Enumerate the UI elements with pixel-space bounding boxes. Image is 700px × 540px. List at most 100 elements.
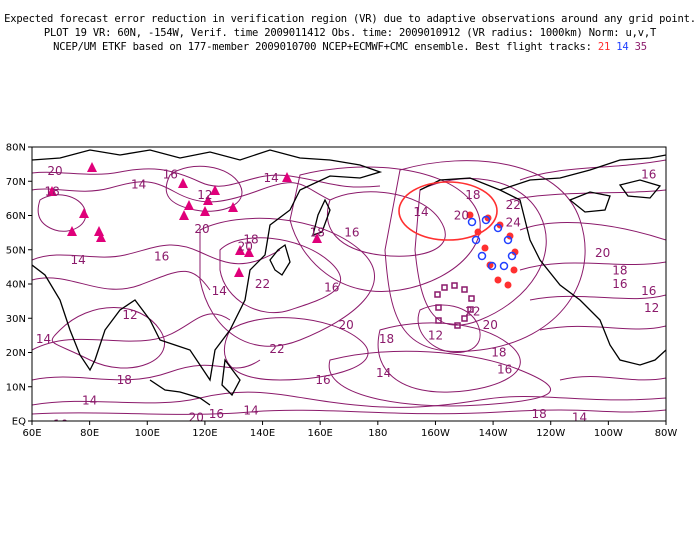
- contour-line: [32, 391, 666, 408]
- contour-line: [377, 322, 521, 393]
- contour-line: [529, 294, 666, 301]
- contour-label: 18: [491, 346, 506, 360]
- observation-triangle: [79, 208, 89, 218]
- track-label-21: 21: [597, 41, 611, 53]
- verification-region: [398, 181, 498, 241]
- y-tick-label: 10N: [6, 382, 26, 393]
- track-35-point: [467, 306, 474, 313]
- flight-track-35: [434, 282, 475, 329]
- coastline: [419, 177, 666, 366]
- observation-triangle: [282, 172, 292, 182]
- contour-label: 14: [376, 366, 391, 380]
- track-21-point: [510, 266, 518, 274]
- contour-label: 20: [238, 239, 253, 253]
- contour-label: 16: [163, 167, 178, 181]
- contour-label: 18: [465, 188, 480, 202]
- contour-line: [37, 194, 87, 232]
- x-tick-label: 120W: [536, 428, 565, 439]
- x-tick-label: 60E: [22, 428, 41, 439]
- contour-label: 12: [122, 308, 137, 322]
- track-21-point: [481, 244, 489, 252]
- track-35-point: [461, 286, 468, 293]
- y-tick-label: 30N: [6, 314, 26, 325]
- contour-label: 20: [595, 246, 610, 260]
- observation-triangle: [47, 186, 57, 196]
- contour-label: 20: [338, 318, 353, 332]
- contour-label: 16: [209, 407, 224, 421]
- contour-label: 14: [82, 393, 97, 407]
- track-14-point: [499, 261, 509, 271]
- track-35-point: [468, 295, 475, 302]
- contour-label: 22: [255, 277, 270, 291]
- contour-label: 16: [315, 373, 330, 387]
- contour-line: [414, 178, 547, 326]
- x-tick-label: 140E: [250, 428, 275, 439]
- contour-line: [509, 189, 666, 201]
- contour-line: [519, 159, 666, 181]
- observation-triangle: [67, 226, 77, 236]
- contour-label: 14: [212, 284, 227, 298]
- contour-label: 14: [572, 411, 587, 425]
- contour-label: 20: [47, 164, 62, 178]
- observation-triangle: [178, 178, 188, 188]
- contour-line: [165, 165, 243, 212]
- contour-label: 16: [154, 250, 169, 264]
- track-14-point: [471, 235, 481, 245]
- y-tick-label: 60N: [6, 211, 26, 222]
- track-21-point: [504, 281, 512, 289]
- x-tick-label: 180: [368, 428, 387, 439]
- contour-line: [32, 244, 281, 265]
- contour-label: 16: [641, 167, 656, 181]
- contour-label: 22: [506, 198, 521, 212]
- contour-line: [539, 325, 666, 331]
- contour-label: 12: [428, 328, 443, 342]
- contour-label: 20: [189, 411, 204, 425]
- track-14-point: [507, 251, 517, 261]
- observation-triangle: [234, 267, 244, 277]
- contour-line: [559, 375, 666, 381]
- coastline: [221, 358, 241, 397]
- observation-triangle: [228, 202, 238, 212]
- x-tick-label: 80E: [80, 428, 99, 439]
- contour-line: [32, 313, 231, 351]
- contour-label: 24: [506, 215, 521, 229]
- track-35-point: [451, 282, 458, 289]
- x-tick-label: 120E: [192, 428, 217, 439]
- contour-label: 14: [243, 404, 258, 418]
- contour-label: 12: [673, 147, 688, 161]
- observation-triangle: [179, 210, 189, 220]
- contour-label: 16: [497, 363, 512, 377]
- contour-label: 14: [131, 178, 146, 192]
- contour-label: 14: [36, 332, 51, 346]
- track-35-point: [435, 317, 442, 324]
- observation-triangle: [94, 226, 104, 236]
- y-axis-labels: EQ 10N 20N 30N 40N 50N 60N 70N 80N: [6, 143, 26, 428]
- contour-label: 12: [644, 301, 659, 315]
- contour-line: [519, 222, 666, 241]
- track-21-point: [494, 276, 502, 284]
- observation-triangle: [184, 200, 194, 210]
- x-tick-label: 100E: [135, 428, 160, 439]
- y-tick-label: 80N: [6, 143, 26, 154]
- contour-label: 14: [264, 171, 279, 185]
- x-tick-label: 100W: [594, 428, 623, 439]
- contour-label: 18: [612, 263, 627, 277]
- coastline: [269, 243, 291, 276]
- title-line-3-text: NCEP/UM ETKF based on 177-member 2009010…: [53, 41, 592, 53]
- contour-label: 18: [532, 407, 547, 421]
- contour-label: 20: [194, 222, 209, 236]
- y-tick-label: 20N: [6, 348, 26, 359]
- observation-triangle: [244, 247, 254, 257]
- contour-line: [417, 304, 481, 354]
- contour-line: [328, 350, 551, 407]
- y-tick-label: EQ: [12, 417, 26, 428]
- track-label-14: 14: [616, 41, 629, 53]
- track-35-point: [434, 291, 441, 298]
- contour-line: [289, 166, 481, 292]
- contour-label: 12: [197, 188, 212, 202]
- coastline: [618, 179, 662, 199]
- x-tick-label: 80W: [655, 428, 678, 439]
- y-tick-label: 40N: [6, 280, 26, 291]
- track-35-point: [435, 304, 442, 311]
